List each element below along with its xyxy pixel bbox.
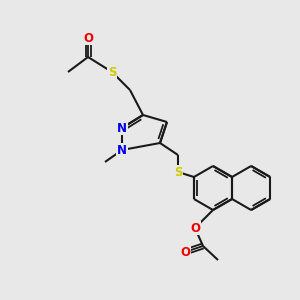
Text: S: S	[108, 65, 116, 79]
Text: N: N	[117, 122, 127, 134]
Text: N: N	[117, 143, 127, 157]
Text: O: O	[83, 32, 93, 44]
Text: O: O	[180, 245, 190, 259]
Text: O: O	[190, 221, 200, 235]
Text: S: S	[174, 166, 182, 178]
